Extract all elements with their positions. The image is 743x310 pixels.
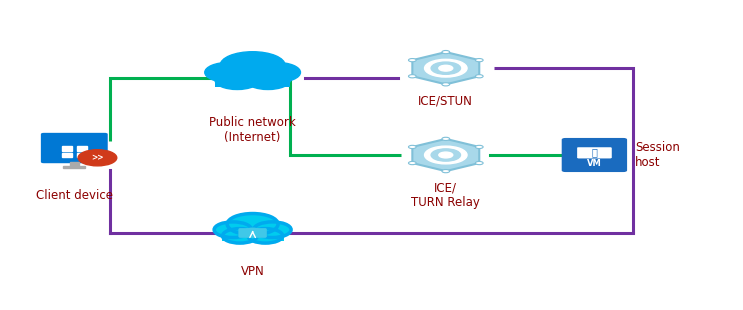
Circle shape <box>476 145 483 148</box>
Bar <box>62 146 72 151</box>
Circle shape <box>214 222 252 237</box>
Circle shape <box>476 59 483 62</box>
Bar <box>62 153 72 157</box>
Circle shape <box>424 146 467 164</box>
Circle shape <box>476 162 483 165</box>
Circle shape <box>409 145 416 148</box>
Polygon shape <box>412 52 479 84</box>
Circle shape <box>431 62 461 74</box>
Circle shape <box>442 51 450 54</box>
Text: VM: VM <box>587 158 602 168</box>
Polygon shape <box>412 139 479 171</box>
Bar <box>70 162 79 166</box>
Circle shape <box>442 83 450 86</box>
Circle shape <box>215 71 259 90</box>
Circle shape <box>409 75 416 78</box>
Circle shape <box>409 59 416 62</box>
Text: ICE/
TURN Relay: ICE/ TURN Relay <box>412 181 480 209</box>
Bar <box>77 146 87 151</box>
Text: ⬛: ⬛ <box>591 147 597 157</box>
Circle shape <box>409 162 416 165</box>
Circle shape <box>246 71 291 90</box>
FancyBboxPatch shape <box>562 138 627 172</box>
Text: Public network
(Internet): Public network (Internet) <box>210 116 296 144</box>
Text: Session
host: Session host <box>635 141 680 169</box>
Circle shape <box>476 75 483 78</box>
FancyBboxPatch shape <box>239 228 267 237</box>
FancyBboxPatch shape <box>221 233 284 241</box>
Circle shape <box>205 62 253 82</box>
Circle shape <box>439 65 452 71</box>
Bar <box>77 153 87 157</box>
Circle shape <box>253 222 291 237</box>
Circle shape <box>442 170 450 173</box>
Circle shape <box>442 137 450 140</box>
Circle shape <box>424 59 467 77</box>
Text: ICE/STUN: ICE/STUN <box>418 95 473 108</box>
Circle shape <box>78 150 117 166</box>
Text: Client device: Client device <box>36 189 113 202</box>
Circle shape <box>227 214 278 235</box>
Circle shape <box>439 152 452 158</box>
FancyBboxPatch shape <box>215 77 291 86</box>
Text: >>: >> <box>91 153 104 162</box>
Circle shape <box>220 52 285 79</box>
Circle shape <box>223 228 257 243</box>
Bar <box>63 166 85 168</box>
Circle shape <box>248 228 282 243</box>
Circle shape <box>253 62 300 82</box>
Circle shape <box>431 149 461 161</box>
Text: VPN: VPN <box>241 265 265 278</box>
FancyBboxPatch shape <box>577 148 611 158</box>
FancyBboxPatch shape <box>41 133 108 163</box>
